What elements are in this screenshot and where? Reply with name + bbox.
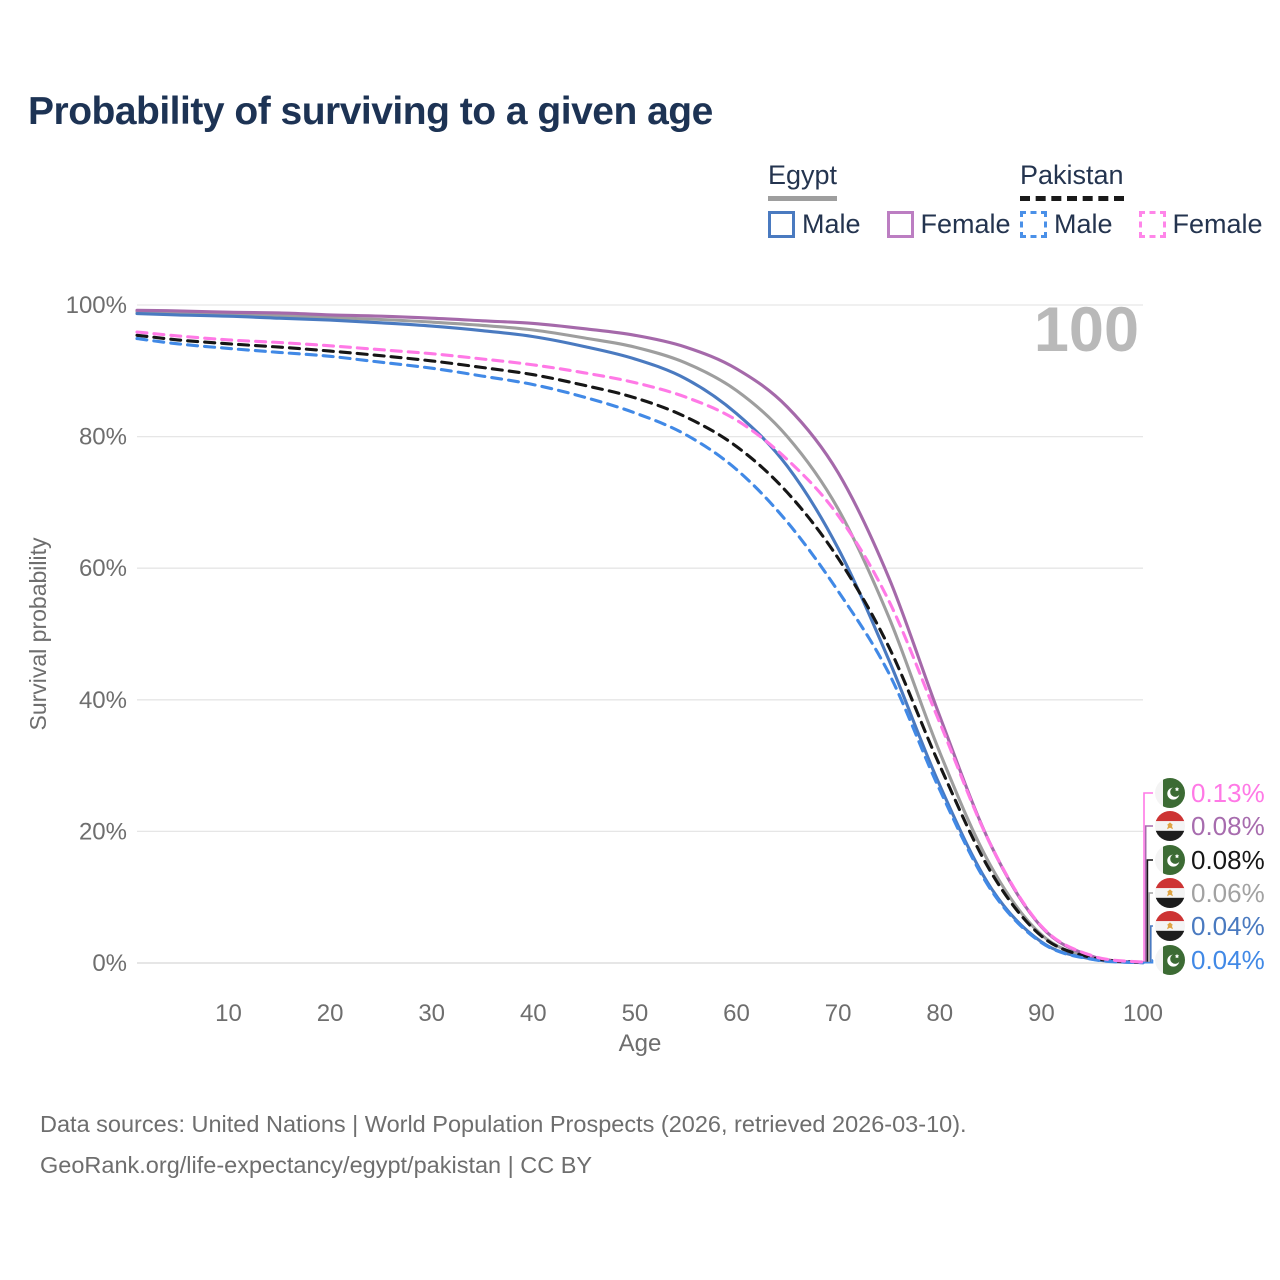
x-tick-label: 70 bbox=[825, 1000, 852, 1027]
footer-citation: Data sources: United Nations | World Pop… bbox=[40, 1104, 967, 1186]
legend-label-pakistan-female: Female bbox=[1172, 209, 1263, 239]
footer-data-sources: Data sources: United Nations | World Pop… bbox=[40, 1111, 967, 1137]
line-pakistan-male bbox=[135, 337, 1145, 965]
line-pakistan-female bbox=[135, 330, 1145, 964]
legend-label-egypt-male: Male bbox=[802, 209, 861, 239]
y-axis-title: Survival probability bbox=[25, 537, 51, 731]
x-tick-label: 100 bbox=[1123, 1000, 1163, 1027]
legend-item-egypt-male[interactable]: Male bbox=[768, 209, 861, 240]
x-tick-label: 10 bbox=[215, 1000, 242, 1027]
x-tick-label: 50 bbox=[622, 1000, 649, 1027]
legend-row-egypt: Male Female bbox=[768, 209, 1011, 240]
y-tick-label: 80% bbox=[79, 424, 127, 451]
x-tick-label: 90 bbox=[1028, 1000, 1055, 1027]
end-value: 0.08% bbox=[1191, 810, 1265, 841]
y-tick-label: 60% bbox=[79, 555, 127, 582]
x-tick-label: 60 bbox=[723, 1000, 750, 1027]
egypt-flag-icon bbox=[1155, 811, 1185, 841]
legend-country-egypt: Egypt bbox=[768, 160, 838, 201]
x-tick-label: 20 bbox=[317, 1000, 344, 1027]
end-value: 0.08% bbox=[1191, 844, 1265, 875]
egypt-flag-icon bbox=[1155, 911, 1185, 941]
page-title: Probability of surviving to a given age bbox=[28, 90, 713, 133]
y-tick-label: 40% bbox=[79, 687, 127, 714]
end-label-pakistan-female: 0.13% bbox=[1155, 778, 1265, 808]
pakistan-flag-icon bbox=[1155, 845, 1185, 875]
egypt-female-swatch-icon bbox=[886, 211, 914, 238]
x-tick-label: 30 bbox=[418, 1000, 445, 1027]
x-axis-title: Age bbox=[619, 1030, 662, 1057]
legend-item-pakistan-female[interactable]: Female bbox=[1138, 209, 1263, 240]
y-tick-label: 0% bbox=[92, 950, 127, 977]
end-label-pakistan-both: 0.08% bbox=[1155, 845, 1265, 875]
line-pakistan-both-sexes bbox=[135, 333, 1145, 965]
chart-legend: Egypt Male Female Pakistan Male bbox=[0, 160, 1280, 250]
end-value: 0.04% bbox=[1191, 910, 1265, 941]
age-watermark: 100 bbox=[1033, 295, 1139, 365]
pakistan-female-swatch-icon bbox=[1138, 211, 1166, 238]
end-value: 0.04% bbox=[1191, 944, 1265, 975]
end-label-egypt-female: 0.08% bbox=[1155, 811, 1265, 841]
legend-row-pakistan: Male Female bbox=[1020, 209, 1263, 240]
pakistan-flag-icon bbox=[1155, 778, 1185, 808]
leader-line-pakistan-male bbox=[1143, 959, 1154, 964]
end-value: 0.06% bbox=[1191, 877, 1265, 908]
x-tick-label: 80 bbox=[926, 1000, 953, 1027]
legend-label-egypt-female: Female bbox=[920, 209, 1011, 239]
legend-country-pakistan: Pakistan bbox=[1020, 160, 1124, 201]
line-egypt-female bbox=[135, 308, 1145, 965]
end-label-egypt-both: 0.06% bbox=[1155, 878, 1265, 908]
footer-url: GeoRank.org/life-expectancy/egypt/pakist… bbox=[40, 1152, 593, 1178]
y-tick-label: 20% bbox=[79, 818, 127, 845]
legend-item-pakistan-male[interactable]: Male bbox=[1020, 209, 1113, 240]
egypt-male-swatch-icon bbox=[768, 211, 795, 238]
legend-group-pakistan: Pakistan Male Female bbox=[1020, 160, 1263, 240]
pakistan-male-swatch-icon bbox=[1020, 211, 1047, 238]
egypt-flag-icon bbox=[1155, 878, 1185, 908]
pakistan-flag-icon bbox=[1155, 945, 1185, 975]
y-tick-label: 100% bbox=[66, 292, 127, 319]
legend-item-egypt-female[interactable]: Female bbox=[886, 209, 1011, 240]
end-label-pakistan-male: 0.04% bbox=[1155, 945, 1265, 975]
line-egypt-both-sexes bbox=[135, 310, 1145, 965]
x-tick-label: 40 bbox=[520, 1000, 547, 1027]
end-label-egypt-male: 0.04% bbox=[1155, 911, 1265, 941]
legend-group-egypt: Egypt Male Female bbox=[768, 160, 1011, 240]
end-value: 0.13% bbox=[1191, 777, 1265, 808]
legend-label-pakistan-male: Male bbox=[1054, 209, 1113, 239]
